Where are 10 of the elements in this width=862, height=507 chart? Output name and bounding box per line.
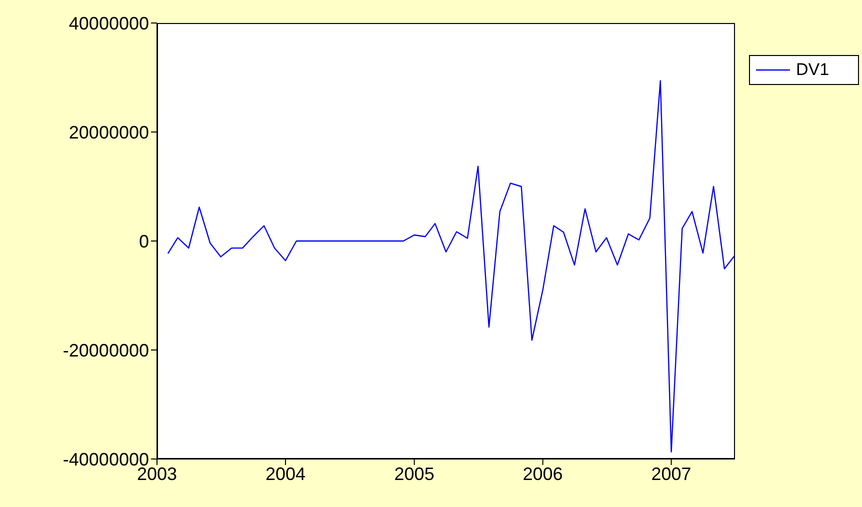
y-tick-label: -20000000 bbox=[62, 340, 149, 360]
y-tick-label: 0 bbox=[138, 231, 149, 252]
legend-label: DV1 bbox=[796, 60, 830, 80]
x-tick-label: 2004 bbox=[265, 464, 306, 484]
y-tick-label: 40000000 bbox=[68, 13, 149, 34]
x-tick-label: 2007 bbox=[651, 464, 692, 484]
line-series bbox=[167, 80, 735, 453]
x-tick-label: 2006 bbox=[522, 464, 563, 484]
x-tick-label: 2005 bbox=[394, 464, 434, 484]
y-tick-label: 20000000 bbox=[68, 122, 149, 142]
